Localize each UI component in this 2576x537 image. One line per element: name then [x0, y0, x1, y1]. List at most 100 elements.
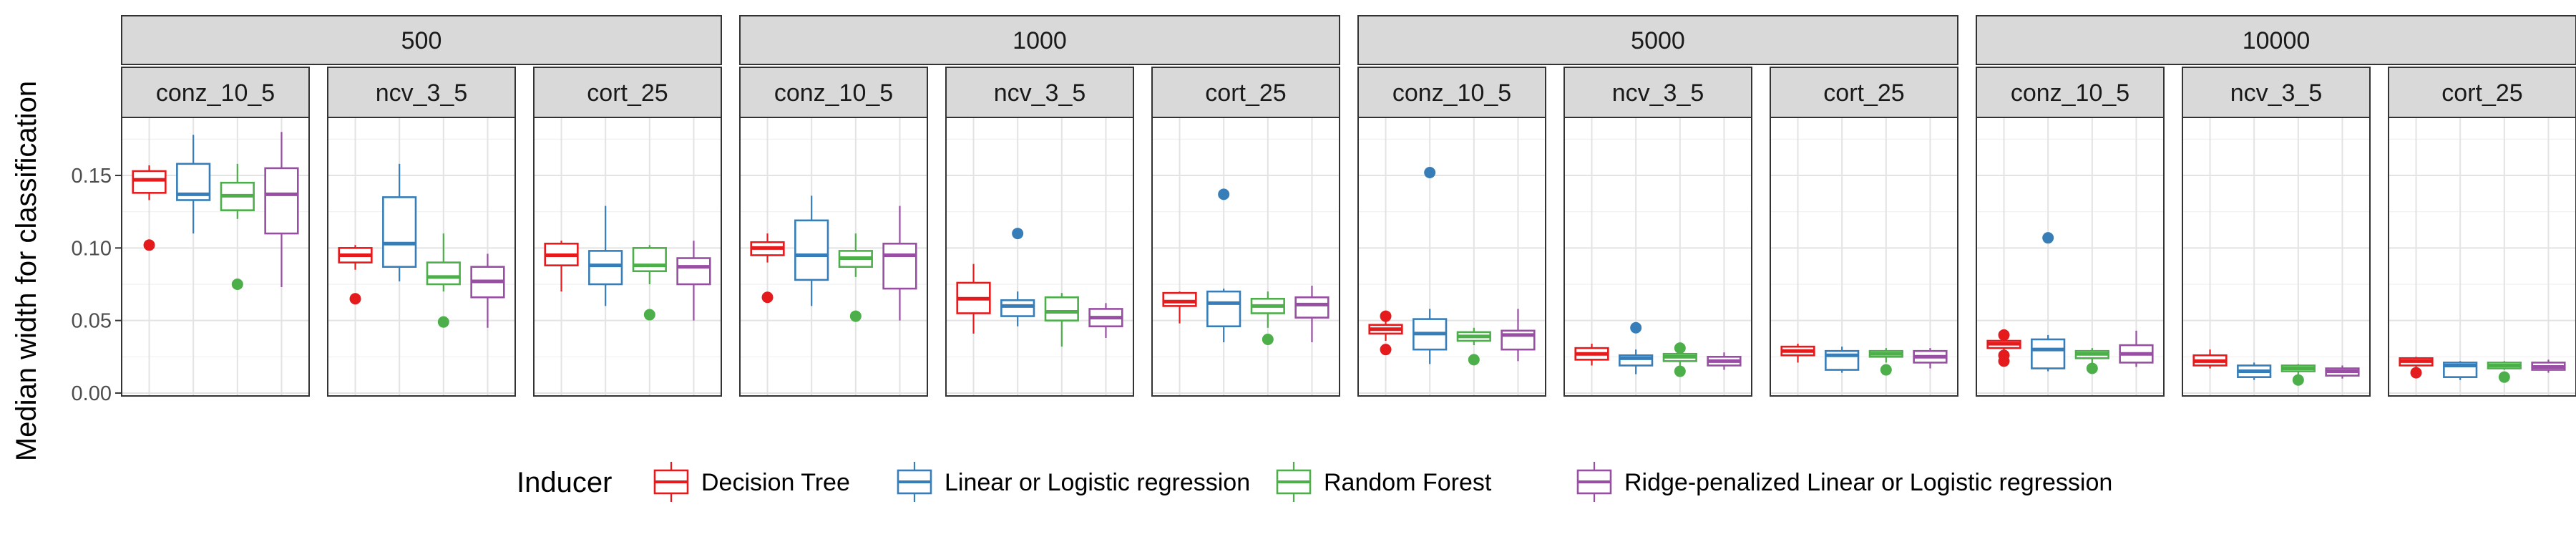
outlier-point — [1880, 364, 1892, 376]
panel-strip — [533, 67, 722, 118]
panel-border — [2182, 117, 2371, 397]
outlier-point — [2086, 362, 2098, 374]
box-body — [632, 247, 667, 273]
group-strip — [1357, 15, 1958, 65]
panel-strip — [327, 67, 516, 118]
outlier-point — [1674, 365, 1686, 377]
panel-border — [739, 117, 928, 397]
outlier-point — [2498, 371, 2510, 383]
outlier-point — [1468, 354, 1480, 366]
panel-border — [1357, 117, 1546, 397]
box — [2531, 359, 2566, 373]
y-tick-label: 0.15 — [72, 165, 112, 188]
panel-strip — [1770, 67, 1958, 118]
y-axis-title: Median width for classification — [11, 81, 42, 461]
box — [1000, 228, 1035, 326]
outlier-point — [1998, 329, 2010, 341]
box — [1913, 348, 1948, 369]
panel-border — [2388, 117, 2576, 397]
box — [1619, 321, 1654, 374]
box — [2119, 330, 2154, 367]
box — [2192, 349, 2228, 369]
facet-strips: 500 conz_10_5 ncv_3_5 cort_25 1000 conz_10_5 n… — [121, 15, 2576, 118]
panel-strip — [2182, 67, 2371, 118]
legend: Inducer Decision Tree Linear or Logistic r… — [517, 462, 2112, 502]
box — [220, 163, 255, 290]
y-axis: 0.00 0.05 0.10 0.15 — [72, 165, 122, 405]
box-body — [794, 219, 829, 281]
y-tick-label: 0.05 — [72, 310, 112, 333]
panel-border — [1770, 117, 1958, 397]
outlier-point — [231, 278, 243, 290]
panel — [1151, 117, 1340, 397]
group-strip-label: 10000 — [2243, 27, 2311, 54]
box — [1250, 291, 1285, 345]
box-body — [882, 242, 917, 290]
outlier-point — [1012, 228, 1024, 240]
box — [1162, 291, 1197, 324]
box-body — [676, 257, 711, 286]
box — [1206, 188, 1241, 343]
panel — [2182, 117, 2371, 397]
panel-border — [327, 117, 516, 397]
panel-strip-label: cort_25 — [1205, 79, 1286, 107]
panel — [327, 117, 516, 397]
group-strip — [1976, 15, 2576, 65]
legend-item: Random Forest — [1276, 462, 1492, 502]
y-tick-label: 0.00 — [72, 382, 112, 405]
box-body — [1044, 296, 1079, 321]
box — [2237, 362, 2272, 380]
panel-strip — [2388, 67, 2576, 118]
box — [1986, 329, 2021, 367]
box — [794, 195, 829, 306]
panel — [1770, 117, 1958, 397]
box — [2074, 348, 2109, 374]
panel-strip-label: conz_10_5 — [156, 79, 275, 107]
panel — [1976, 117, 2165, 397]
outlier-point — [1674, 342, 1686, 354]
y-tick-label: 0.10 — [72, 237, 112, 260]
box — [1456, 327, 1491, 366]
panel-background — [2182, 117, 2370, 396]
panel-strip-label: conz_10_5 — [1392, 79, 1511, 107]
facet-panels — [121, 117, 2576, 397]
box — [382, 163, 417, 281]
box — [882, 205, 917, 321]
panel-border — [533, 117, 722, 397]
box — [1825, 347, 1860, 373]
box — [426, 233, 461, 328]
box — [750, 233, 785, 304]
box — [1501, 309, 1536, 362]
panel — [739, 117, 928, 397]
panel-background — [122, 117, 309, 396]
box — [2280, 364, 2316, 386]
panel-border — [1976, 117, 2165, 397]
panel-strip — [1563, 67, 1752, 118]
box — [676, 241, 711, 321]
panel-strip-label: ncv_3_5 — [376, 79, 468, 107]
panel-strip — [1151, 67, 1340, 118]
legend-label: Linear or Logistic regression — [945, 469, 1250, 496]
box — [2487, 361, 2522, 383]
box — [338, 245, 373, 305]
box-body — [588, 250, 623, 286]
box-body — [264, 167, 299, 235]
panel — [945, 117, 1134, 397]
legend-label: Decision Tree — [701, 469, 850, 496]
box — [2399, 357, 2434, 379]
legend-item: Linear or Logistic regression — [897, 462, 1250, 502]
outlier-point — [437, 316, 449, 328]
panel — [1563, 117, 1752, 397]
group-strip-label: 500 — [401, 27, 442, 54]
panel-strip-label: cort_25 — [1823, 79, 1904, 107]
legend-label: Random Forest — [1324, 469, 1492, 496]
outlier-point — [349, 293, 361, 305]
outlier-point — [2410, 367, 2422, 379]
panel-strip — [739, 67, 928, 118]
panel-background — [1152, 117, 1340, 396]
panel-strip-label: ncv_3_5 — [1612, 79, 1704, 107]
legend-item: Ridge-penalized Linear or Logistic regre… — [1576, 462, 2112, 502]
panel-border — [1151, 117, 1340, 397]
outlier-point — [1380, 344, 1392, 356]
